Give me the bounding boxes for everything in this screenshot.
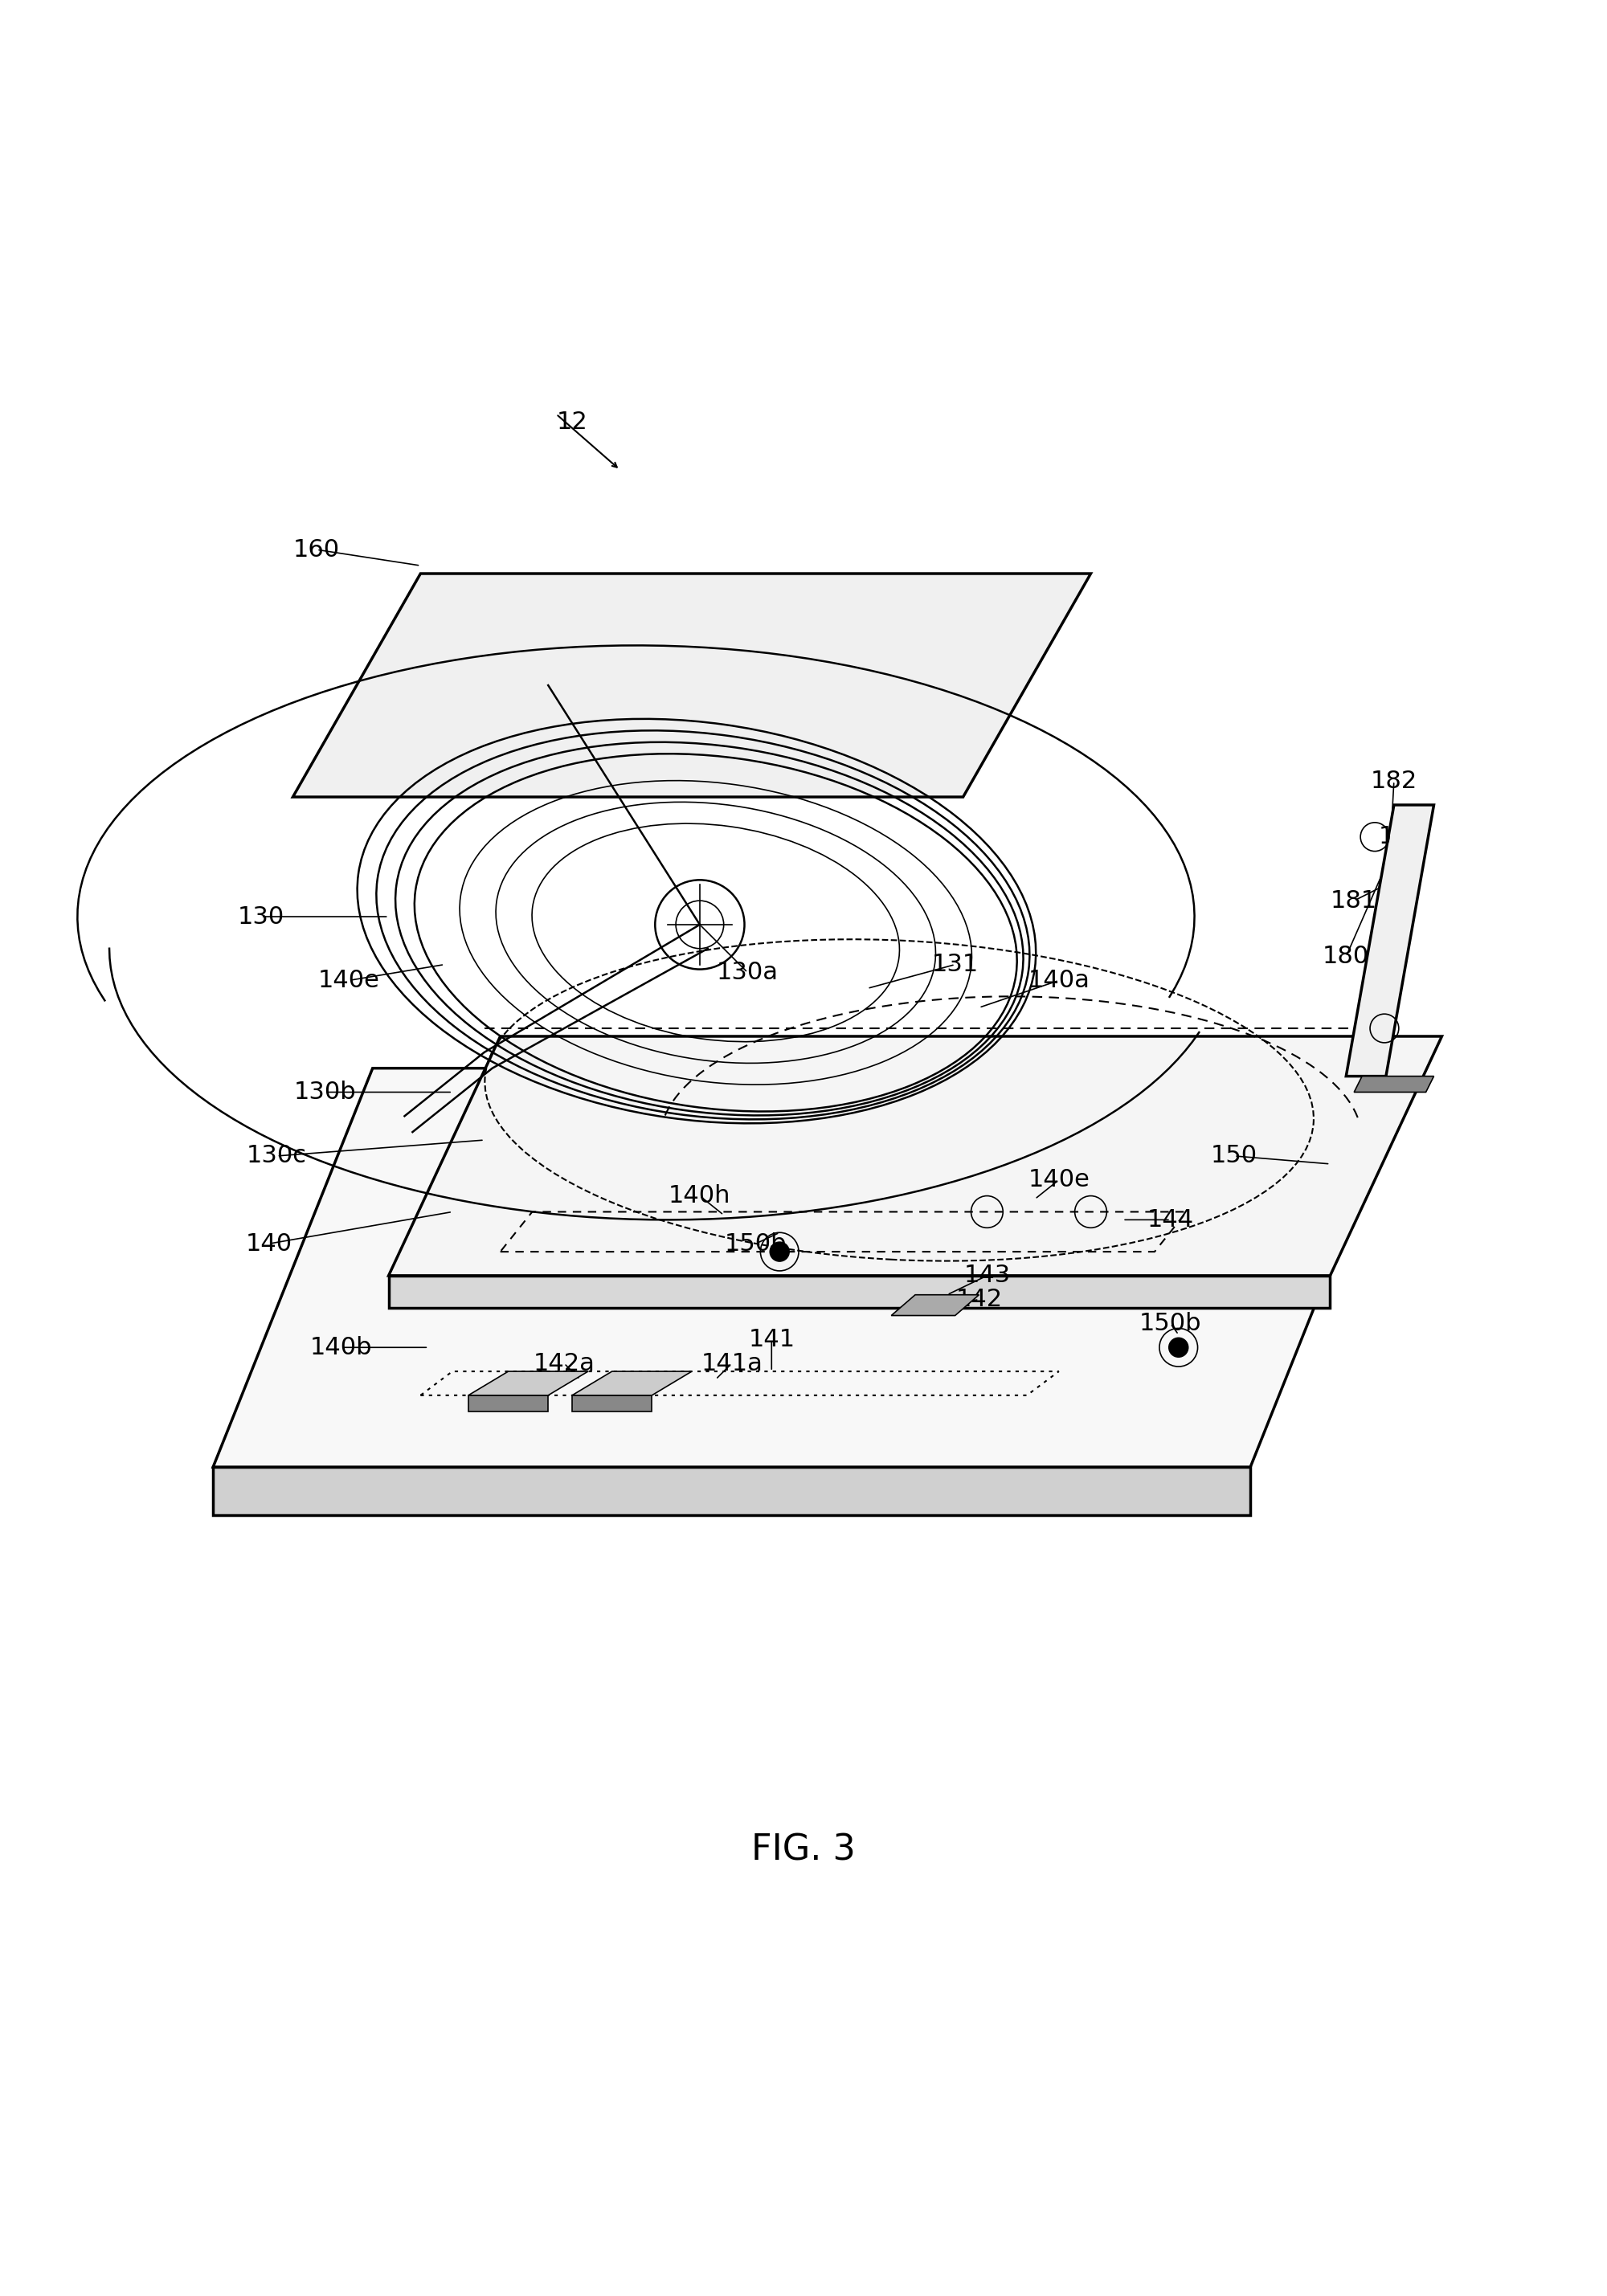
Polygon shape <box>1355 1077 1433 1093</box>
Polygon shape <box>468 1396 548 1412</box>
Text: 130c: 130c <box>247 1143 307 1169</box>
Text: 140e: 140e <box>318 969 379 992</box>
Text: 160: 160 <box>294 537 341 560</box>
Text: 180: 180 <box>1323 946 1369 969</box>
Text: 181: 181 <box>1331 889 1377 912</box>
Polygon shape <box>389 1035 1441 1277</box>
Text: 140a: 140a <box>1028 969 1090 992</box>
Text: 131: 131 <box>932 953 979 976</box>
Text: 142: 142 <box>956 1288 1003 1311</box>
Text: 144: 144 <box>1147 1208 1194 1231</box>
Polygon shape <box>1347 806 1433 1077</box>
Text: FIG. 3: FIG. 3 <box>752 1832 855 1867</box>
Text: 140e: 140e <box>1028 1169 1090 1192</box>
Polygon shape <box>892 1295 979 1316</box>
Text: 150b: 150b <box>1139 1311 1202 1336</box>
Polygon shape <box>214 1068 1409 1467</box>
Text: 141: 141 <box>749 1327 795 1350</box>
Text: 140h: 140h <box>669 1185 731 1208</box>
Text: 12: 12 <box>556 411 588 434</box>
Text: 130: 130 <box>238 905 284 928</box>
Text: 143: 143 <box>964 1265 1011 1288</box>
Circle shape <box>1168 1339 1188 1357</box>
Polygon shape <box>572 1371 691 1396</box>
Text: 130b: 130b <box>294 1081 355 1104</box>
Text: 142a: 142a <box>534 1352 595 1375</box>
Polygon shape <box>572 1396 652 1412</box>
Text: 130a: 130a <box>717 960 778 985</box>
Text: 141a: 141a <box>701 1352 763 1375</box>
Polygon shape <box>214 1467 1250 1515</box>
Text: 183: 183 <box>1379 824 1425 850</box>
Text: 140b: 140b <box>310 1336 371 1359</box>
Text: 140: 140 <box>246 1233 292 1256</box>
Polygon shape <box>468 1371 588 1396</box>
Text: 182: 182 <box>1371 769 1417 792</box>
Text: 150: 150 <box>1212 1143 1258 1169</box>
Text: 150b: 150b <box>725 1233 787 1256</box>
Polygon shape <box>389 1277 1331 1306</box>
Circle shape <box>770 1242 789 1261</box>
Polygon shape <box>292 574 1091 797</box>
